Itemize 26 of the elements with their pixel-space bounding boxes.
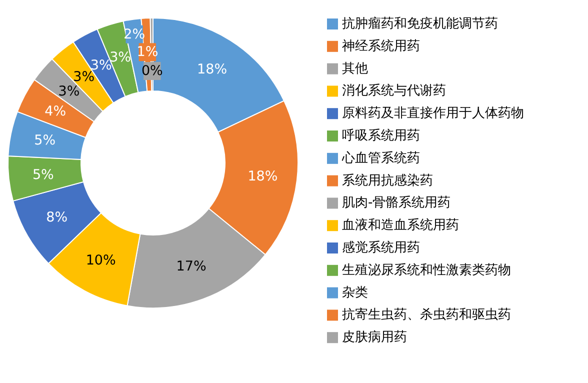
legend-label: 系统用抗感染药 xyxy=(342,173,433,188)
legend-label: 心血管系统药 xyxy=(341,150,420,166)
legend-label: 呼吸系统用药 xyxy=(342,128,420,144)
legend-label: 抗肿瘤药和免疫机能调节药 xyxy=(342,16,498,32)
data-label: 10% xyxy=(86,252,116,268)
data-label: 4% xyxy=(44,103,66,120)
data-label: 5% xyxy=(34,132,56,148)
data-label: 18% xyxy=(197,62,228,78)
legend-label: 肌肉-骨骼系统用药 xyxy=(342,196,451,211)
data-label: 17% xyxy=(176,258,206,275)
legend-label: 抗寄生虫药、杀虫药和驱虫药 xyxy=(342,306,511,323)
data-label: 3% xyxy=(110,49,132,66)
data-label: 5% xyxy=(32,166,54,183)
legend-label: 生殖泌尿系统和性激素类药物 xyxy=(342,262,511,278)
data-label: 3% xyxy=(58,83,80,100)
legend-label: 神经系统用药 xyxy=(342,38,420,54)
legend-label: 血液和造血系统用药 xyxy=(342,218,459,234)
legend-label: 杂类 xyxy=(342,285,368,300)
legend-label: 感觉系统用药 xyxy=(342,240,420,256)
legend-label: 消化系统与代谢药 xyxy=(342,84,446,99)
legend-label: 原料药及非直接作用于人体药物 xyxy=(342,106,524,122)
legend-label: 皮肤病用药 xyxy=(342,330,407,346)
legend-label: 其他 xyxy=(342,61,368,76)
data-label: 0% xyxy=(141,63,164,80)
data-label: 8% xyxy=(46,209,68,226)
data-label: 18% xyxy=(248,168,278,184)
